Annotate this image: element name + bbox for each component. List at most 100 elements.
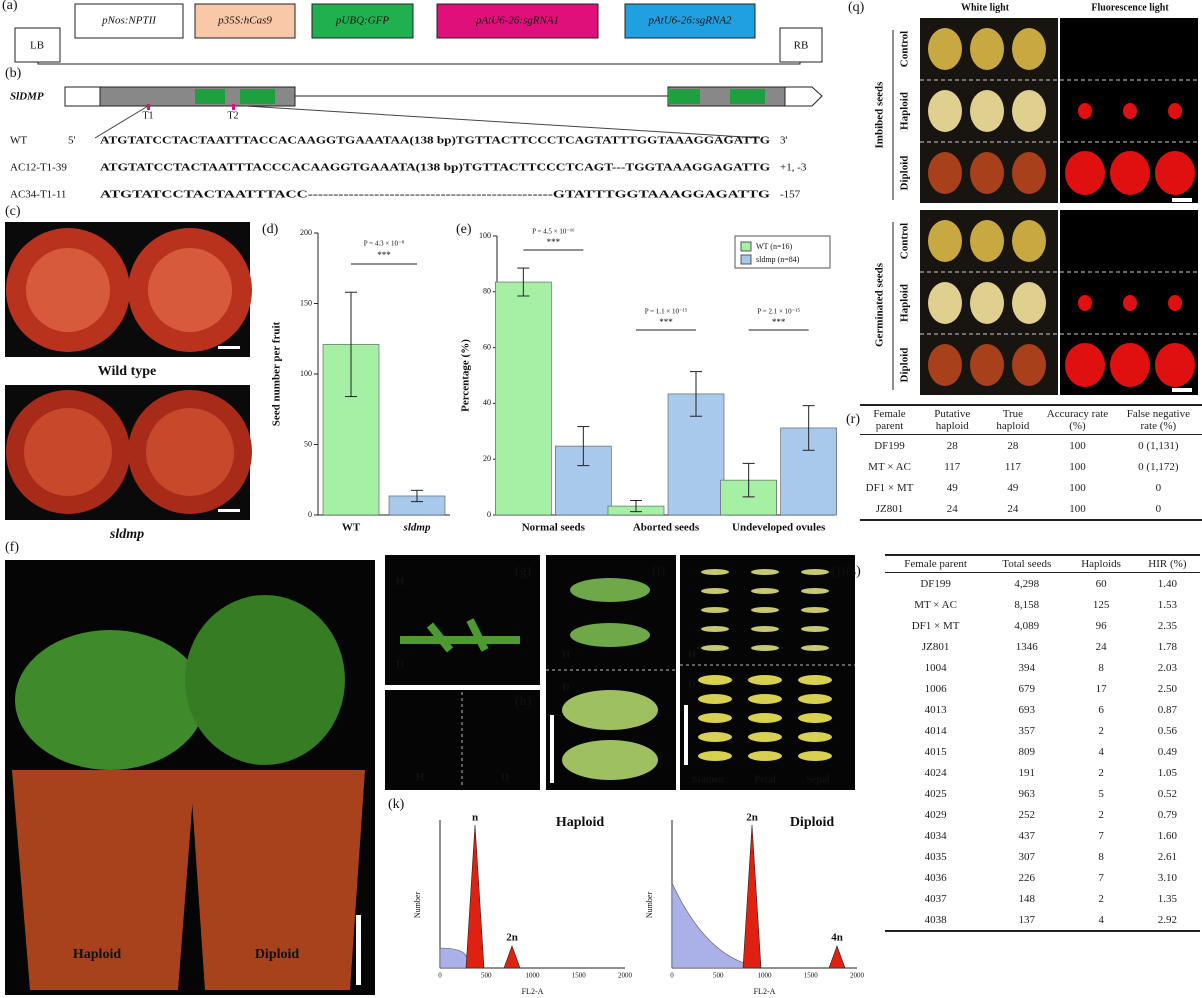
table-body: DF199 4,298 60 1.40 MT × AC 8,158 125 1.53 DF1 ×… xyxy=(885,573,1200,932)
organ xyxy=(801,626,829,632)
photo-label: Diploid xyxy=(255,947,300,962)
row-label: Haploid xyxy=(899,92,911,130)
table-cell: 2.61 xyxy=(1157,850,1178,863)
table-head: Female parent Total seeds Haploids HIR (%) xyxy=(885,555,1200,573)
fluorescence xyxy=(1123,103,1137,119)
photo-label: White light xyxy=(961,2,1010,13)
table-row: MT × AC 8,158 125 1.53 xyxy=(885,594,1200,615)
table-cell: 0.79 xyxy=(1157,808,1178,821)
legend-label: sldmp (n=84) xyxy=(756,255,800,264)
panel-label: (s) xyxy=(846,564,861,579)
table-cell: 96 xyxy=(1095,619,1107,632)
table-cell: 394 xyxy=(1018,661,1036,674)
plant xyxy=(185,595,345,765)
table-row: 4036 226 7 3.10 xyxy=(885,867,1200,888)
photo-label: Wild type xyxy=(98,364,156,379)
table-cell: 17 xyxy=(1095,682,1107,695)
debris xyxy=(671,882,754,969)
panel-label: (a) xyxy=(2,0,18,13)
table-row: DF1 × MT 4,089 96 2.35 xyxy=(885,615,1200,636)
construct-element xyxy=(311,3,414,39)
table-cell: JZ801 xyxy=(860,498,920,521)
header-cell: Total seeds xyxy=(986,555,1068,573)
pot xyxy=(190,770,365,990)
fluorescence xyxy=(1123,295,1137,311)
header-cell: Putative haploid xyxy=(919,405,986,435)
photo-label: Sepal xyxy=(806,774,830,785)
table-row: JZ801 24 24 100 0 xyxy=(860,498,1202,521)
table-cell: 191 xyxy=(1018,766,1036,779)
photo-label: sldmp xyxy=(109,527,144,542)
peak-label: 2n xyxy=(746,812,758,824)
element-label: pAtU6-26:sgRNA1 xyxy=(475,15,559,27)
table-cell: 2 xyxy=(1098,766,1104,779)
organ xyxy=(748,713,782,723)
x-axis-label: FL2-A xyxy=(522,987,544,996)
panel-label: (f) xyxy=(5,540,19,555)
seq-suffix: -157 xyxy=(780,189,801,201)
x-tick-label: Undeveloped ovules xyxy=(732,522,826,534)
table-cell: 437 xyxy=(1018,829,1036,842)
flower xyxy=(562,690,658,730)
panel-label: (k) xyxy=(388,797,405,812)
y-tick-label: 50 xyxy=(304,439,312,448)
table-body: DF199 28 28 100 0 (1,131) MT × AC 117 117 100 0 (… xyxy=(860,435,1202,521)
peak xyxy=(828,945,846,969)
seq-prefix: 5' xyxy=(68,135,76,147)
error-bar xyxy=(742,462,755,498)
seed xyxy=(1012,220,1046,262)
organ xyxy=(801,588,829,594)
seed xyxy=(928,344,962,386)
seed xyxy=(970,220,1004,262)
legend-swatch xyxy=(740,241,752,252)
significance: *** xyxy=(772,317,786,327)
x-tick-label: 500 xyxy=(713,972,724,980)
row-label: Control xyxy=(899,31,911,67)
table-row: 4034 437 7 1.60 xyxy=(885,825,1200,846)
peak xyxy=(503,945,521,969)
table-cell: 100 xyxy=(1069,460,1086,473)
y-axis-label: Percentage (%) xyxy=(460,339,472,412)
table-cell: 4025 xyxy=(924,787,947,800)
table-row: MT × AC 117 117 100 0 (1,172) xyxy=(860,456,1202,477)
table-cell: 1004 xyxy=(924,661,947,674)
table-cell: 137 xyxy=(986,909,1068,932)
table-cell: 117 xyxy=(1004,460,1021,473)
table-cell: JZ801 xyxy=(921,640,950,653)
organ xyxy=(798,713,832,723)
table-cell: DF199 xyxy=(874,439,905,452)
table-cell: 693 xyxy=(1018,703,1036,716)
utr-arrow xyxy=(784,86,823,107)
y-tick-label: 80 xyxy=(483,287,491,296)
seed xyxy=(928,220,962,262)
table-cell: 4036 xyxy=(924,871,947,884)
table-row: JZ801 1346 24 1.78 xyxy=(885,636,1200,657)
construct-element xyxy=(624,3,756,39)
p-value: P = 4.3 × 10⁻⁸ xyxy=(364,240,405,248)
table-cell: 4037 xyxy=(924,892,947,905)
domain xyxy=(668,89,700,104)
organ xyxy=(698,713,732,723)
table-row: 4014 357 2 0.56 xyxy=(885,720,1200,741)
table-row: 4035 307 8 2.61 xyxy=(885,846,1200,867)
table-cell: 2.35 xyxy=(1157,619,1178,632)
error-bar xyxy=(577,426,590,467)
peak-label: 4n xyxy=(831,932,843,944)
organ xyxy=(698,732,732,742)
seed xyxy=(970,282,1004,324)
photo-label: D xyxy=(562,682,570,694)
table-cell: 4 xyxy=(1067,909,1135,932)
panel-label: (j) xyxy=(832,564,846,579)
seed xyxy=(970,90,1004,132)
seed xyxy=(1012,152,1046,194)
seq-suffix: +1, -3 xyxy=(780,162,807,174)
photo-label: Fluorescence light xyxy=(1091,2,1169,13)
organ xyxy=(748,675,782,685)
organ xyxy=(798,732,832,742)
table-cell: MT × AC xyxy=(868,460,911,473)
pot xyxy=(12,770,195,990)
construct-element xyxy=(194,3,296,39)
fruit-flesh xyxy=(146,408,234,496)
target-mark xyxy=(232,104,235,110)
